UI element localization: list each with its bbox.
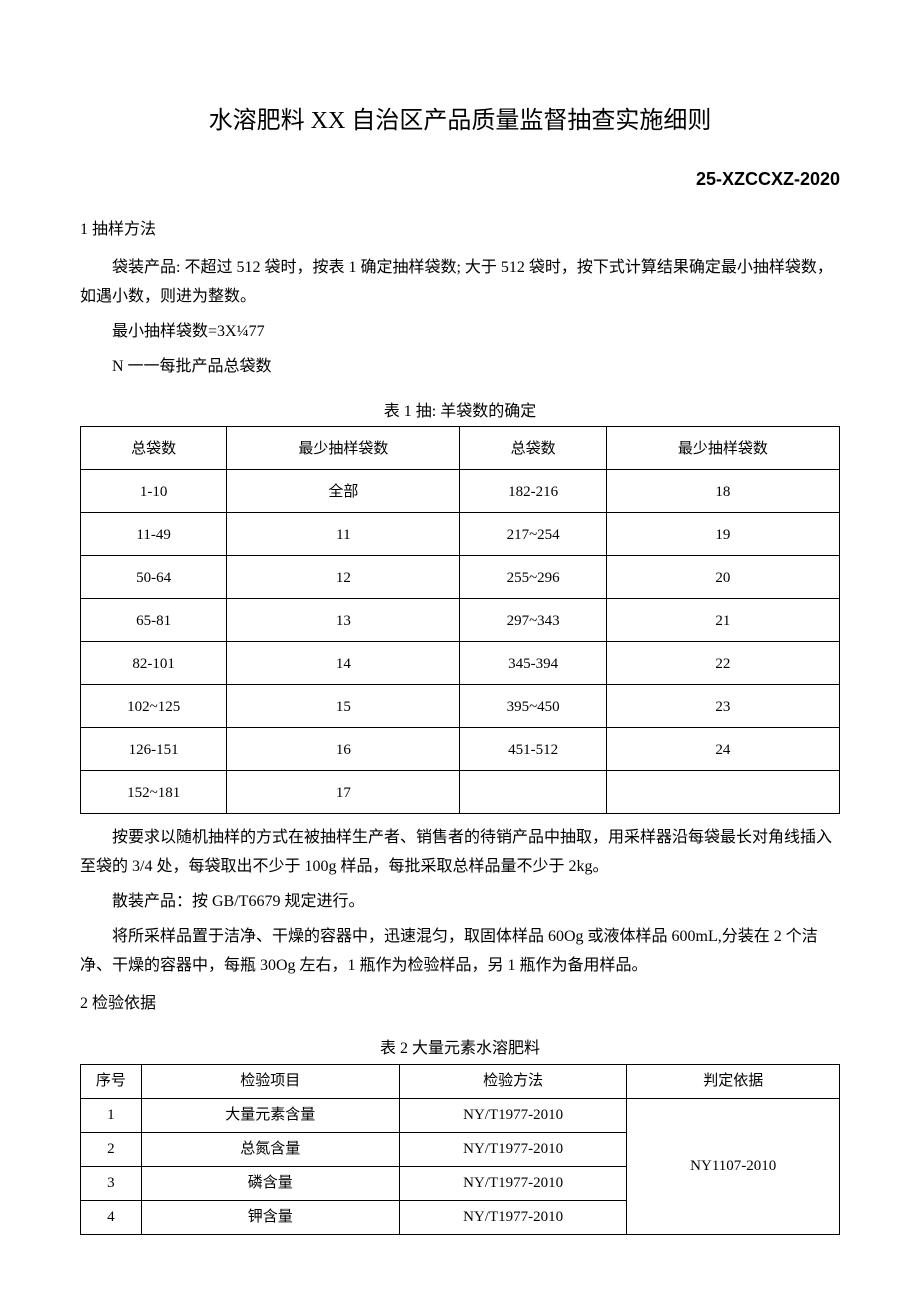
table-cell: 12 <box>227 556 460 599</box>
paragraph: N 一一每批产品总袋数 <box>80 353 840 382</box>
table-cell: 22 <box>606 642 839 685</box>
table-1: 总袋数 最少抽样袋数 总袋数 最少抽样袋数 1-10全部182-2161811-… <box>80 426 840 814</box>
table-header: 最少抽样袋数 <box>227 427 460 470</box>
table-cell: 大量元素含量 <box>141 1098 399 1132</box>
table-cell: 磷含量 <box>141 1166 399 1200</box>
paragraph: 将所采样品置于洁净、干燥的容器中，迅速混匀，取固体样品 60Og 或液体样品 6… <box>80 923 840 981</box>
table-2: 序号 检验项目 检验方法 判定依据 1大量元素含量NY/T1977-2010NY… <box>80 1064 840 1235</box>
table-cell: 65-81 <box>81 599 227 642</box>
page-title: 水溶肥料 XX 自治区产品质量监督抽查实施细则 <box>80 100 840 143</box>
table-row: 50-6412255~29620 <box>81 556 840 599</box>
table-row: 1-10全部182-21618 <box>81 470 840 513</box>
table-header: 总袋数 <box>460 427 606 470</box>
table-cell: 3 <box>81 1166 142 1200</box>
table-cell: NY/T1977-2010 <box>399 1200 627 1234</box>
table-header: 最少抽样袋数 <box>606 427 839 470</box>
paragraph: 最小抽样袋数=3X¼77 <box>80 318 840 347</box>
paragraph: 按要求以随机抽样的方式在被抽样生产者、销售者的待销产品中抽取，用采样器沿每袋最长… <box>80 824 840 882</box>
table-row: 126-15116451-51224 <box>81 728 840 771</box>
table-cell: 15 <box>227 685 460 728</box>
section-1-heading: 1 抽样方法 <box>80 216 840 245</box>
table-cell: 255~296 <box>460 556 606 599</box>
table-cell: 11-49 <box>81 513 227 556</box>
table-header: 判定依据 <box>627 1064 840 1098</box>
table-cell: 152~181 <box>81 771 227 814</box>
table-cell: 20 <box>606 556 839 599</box>
table-cell: 钾含量 <box>141 1200 399 1234</box>
paragraph: 散装产品：按 GB/T6679 规定进行。 <box>80 888 840 917</box>
table-row: 1大量元素含量NY/T1977-2010NY1107-2010 <box>81 1098 840 1132</box>
table-2-caption: 表 2 大量元素水溶肥料 <box>80 1035 840 1064</box>
table-row: 82-10114345-39422 <box>81 642 840 685</box>
table-1-caption: 表 1 抽: 羊袋数的确定 <box>80 398 840 427</box>
table-cell: 17 <box>227 771 460 814</box>
table-cell: 13 <box>227 599 460 642</box>
table-cell: 全部 <box>227 470 460 513</box>
table-cell: 总氮含量 <box>141 1132 399 1166</box>
table-cell: 345-394 <box>460 642 606 685</box>
table-cell: 102~125 <box>81 685 227 728</box>
table-cell: NY/T1977-2010 <box>399 1132 627 1166</box>
doc-code: 25-XZCCXZ-2020 <box>80 163 840 195</box>
table-cell: 217~254 <box>460 513 606 556</box>
table-cell: 2 <box>81 1132 142 1166</box>
table-cell: 11 <box>227 513 460 556</box>
table-cell <box>460 771 606 814</box>
table-row: 11-4911217~25419 <box>81 513 840 556</box>
table-cell: 182-216 <box>460 470 606 513</box>
table-cell: 395~450 <box>460 685 606 728</box>
table-cell: 18 <box>606 470 839 513</box>
table-cell: NY/T1977-2010 <box>399 1166 627 1200</box>
table-cell: 297~343 <box>460 599 606 642</box>
table-cell <box>606 771 839 814</box>
table-cell: 451-512 <box>460 728 606 771</box>
table-cell: 1-10 <box>81 470 227 513</box>
table-cell: 82-101 <box>81 642 227 685</box>
table-cell: 23 <box>606 685 839 728</box>
table-cell: 126-151 <box>81 728 227 771</box>
table-header: 序号 <box>81 1064 142 1098</box>
table-row: 102~12515395~45023 <box>81 685 840 728</box>
table-row: 152~18117 <box>81 771 840 814</box>
table-cell: NY1107-2010 <box>627 1098 840 1234</box>
table-cell: 50-64 <box>81 556 227 599</box>
section-2-heading: 2 检验依据 <box>80 990 840 1019</box>
table-header: 检验方法 <box>399 1064 627 1098</box>
table-cell: 19 <box>606 513 839 556</box>
table-cell: 14 <box>227 642 460 685</box>
paragraph: 袋装产品: 不超过 512 袋时，按表 1 确定抽样袋数; 大于 512 袋时，… <box>80 254 840 312</box>
table-cell: 21 <box>606 599 839 642</box>
table-row: 65-8113297~34321 <box>81 599 840 642</box>
table-cell: 16 <box>227 728 460 771</box>
table-header: 检验项目 <box>141 1064 399 1098</box>
table-header: 总袋数 <box>81 427 227 470</box>
table-cell: NY/T1977-2010 <box>399 1098 627 1132</box>
table-cell: 1 <box>81 1098 142 1132</box>
table-cell: 24 <box>606 728 839 771</box>
table-cell: 4 <box>81 1200 142 1234</box>
